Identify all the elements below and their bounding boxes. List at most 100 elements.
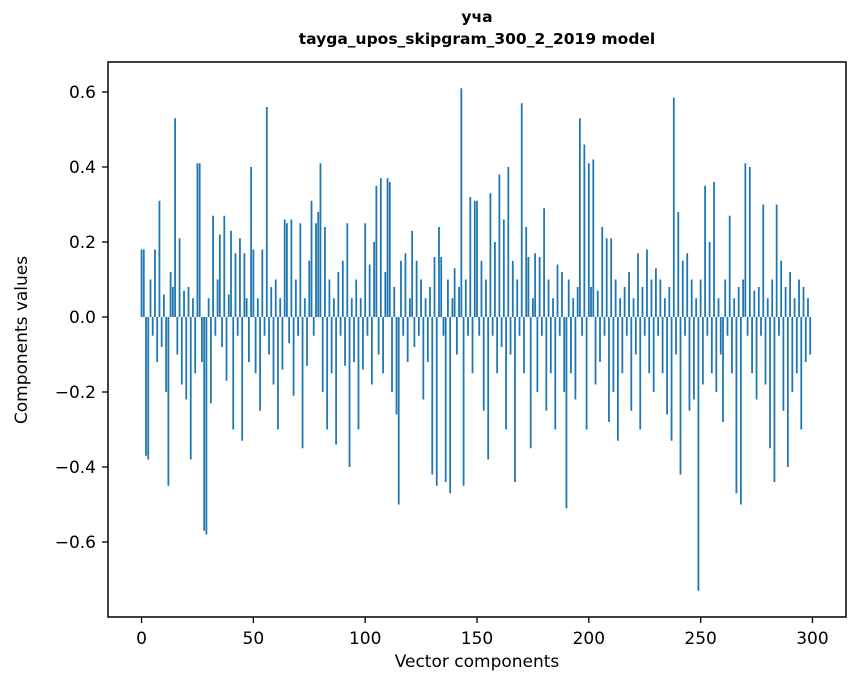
bar xyxy=(460,88,463,317)
bar xyxy=(516,279,519,317)
bar xyxy=(708,242,711,317)
bar xyxy=(348,317,351,467)
bar xyxy=(592,159,595,317)
bar xyxy=(532,298,534,317)
bar xyxy=(411,230,414,317)
bar xyxy=(174,118,176,317)
bar xyxy=(192,298,194,317)
bar xyxy=(422,317,425,400)
bar xyxy=(315,223,317,317)
bar xyxy=(605,238,608,317)
bar xyxy=(742,279,745,317)
bar xyxy=(239,238,241,317)
bar xyxy=(263,317,266,336)
bar xyxy=(341,260,344,317)
bar xyxy=(163,294,165,317)
bar xyxy=(807,298,809,317)
y-tick-label: 0.2 xyxy=(69,233,96,253)
y-axis-label: Components values xyxy=(12,255,32,425)
bar xyxy=(798,279,800,317)
x-tick-label: 300 xyxy=(796,629,828,649)
bar xyxy=(270,287,273,317)
bar xyxy=(547,279,550,317)
bar xyxy=(565,317,568,509)
y-tick-label: −0.2 xyxy=(55,383,96,403)
bar xyxy=(404,253,407,317)
bar xyxy=(590,287,592,317)
y-tick-label: 0.0 xyxy=(69,308,96,328)
bar xyxy=(760,317,762,336)
bar xyxy=(279,298,282,317)
bar xyxy=(634,317,637,355)
bar xyxy=(693,317,695,400)
bar xyxy=(371,317,373,385)
bar xyxy=(753,290,756,317)
bar xyxy=(690,279,693,317)
bar xyxy=(424,298,427,317)
bar xyxy=(511,260,514,317)
x-axis-label: Vector components xyxy=(394,652,560,672)
bar xyxy=(326,317,329,430)
bar xyxy=(426,317,429,362)
bar xyxy=(230,230,232,317)
bar xyxy=(388,182,391,317)
bar xyxy=(668,287,671,317)
bar xyxy=(610,238,613,317)
bar xyxy=(471,317,474,374)
bar xyxy=(417,317,420,336)
bar xyxy=(764,317,767,385)
bar xyxy=(198,163,201,317)
bar xyxy=(397,317,400,505)
bar xyxy=(641,287,644,317)
bar xyxy=(637,253,639,317)
bar xyxy=(500,317,503,347)
bar xyxy=(201,317,203,362)
bar xyxy=(612,317,615,392)
bar xyxy=(225,317,228,381)
bar xyxy=(733,298,736,317)
bar xyxy=(487,317,490,460)
bar xyxy=(594,317,597,385)
bar xyxy=(245,298,248,317)
bar xyxy=(234,253,237,317)
bar xyxy=(628,272,630,317)
bar xyxy=(254,317,257,374)
bar xyxy=(149,279,152,317)
bar xyxy=(209,317,212,404)
bar xyxy=(494,242,496,317)
bar xyxy=(740,317,742,505)
bar xyxy=(236,317,239,336)
x-tick-label: 200 xyxy=(573,629,605,649)
bar xyxy=(306,317,308,366)
bar xyxy=(391,317,393,392)
bar xyxy=(223,215,226,317)
bar xyxy=(290,219,293,317)
bar xyxy=(449,317,452,494)
bar xyxy=(643,317,646,336)
bar xyxy=(183,290,185,317)
bar xyxy=(489,193,492,317)
bar xyxy=(469,197,472,317)
bar xyxy=(478,317,481,336)
bar xyxy=(158,200,161,317)
bar xyxy=(319,163,322,317)
bar xyxy=(556,264,559,317)
bar xyxy=(268,317,270,355)
bar xyxy=(695,298,698,317)
bar xyxy=(180,317,183,385)
bar xyxy=(281,317,284,370)
bar xyxy=(332,298,335,317)
x-tick-label: 50 xyxy=(243,629,265,649)
bar xyxy=(681,260,684,317)
bar xyxy=(297,317,299,336)
bar xyxy=(203,317,206,531)
bar xyxy=(205,317,208,535)
bar xyxy=(321,317,324,392)
bar xyxy=(543,208,545,317)
bar xyxy=(283,219,286,317)
bar xyxy=(623,287,626,317)
bar xyxy=(142,249,145,317)
bar xyxy=(545,317,548,411)
bar xyxy=(415,260,418,317)
bar xyxy=(368,264,371,317)
